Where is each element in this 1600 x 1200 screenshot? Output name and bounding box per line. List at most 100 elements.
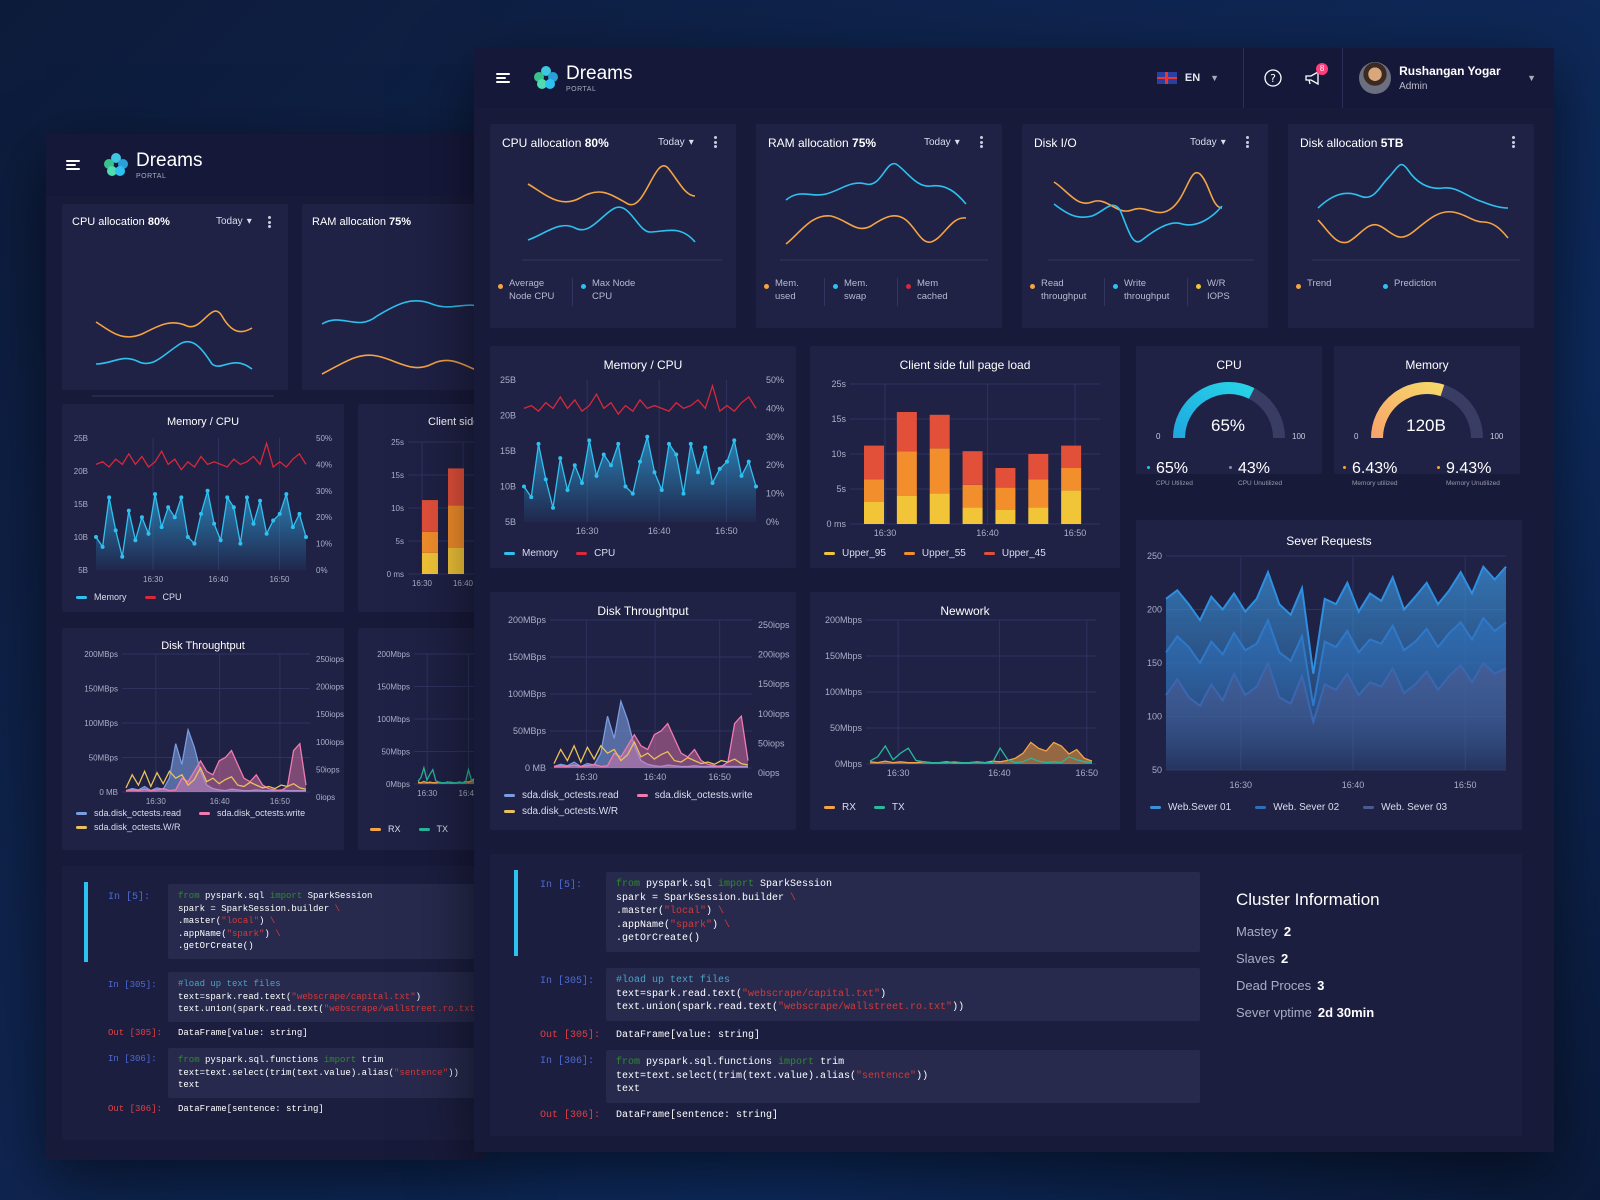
cpu-gauge-card: CPU 65% 0 100 65% CPU Utilized 43% CPU Unu… [1136, 346, 1322, 487]
legend: Trend Prediction [1296, 278, 1463, 306]
series-line [125, 742, 307, 792]
y-tick-label: 0% [766, 517, 779, 527]
x-tick-label: 16:40 [210, 797, 231, 806]
cpu-allocation-card: CPU allocation 80% Today ▾ [62, 204, 288, 397]
bar-segment [929, 414, 950, 449]
data-point [238, 541, 243, 546]
range-dropdown[interactable]: Today ▾ [658, 137, 694, 148]
card-title: Sever Requests [1286, 534, 1372, 548]
page-load-card: Client side full page load 25s 15s 10s 5s 0 … [810, 346, 1120, 568]
legend-label: Mem. used [775, 278, 799, 302]
network-card-back: 200Mbps 150Mbps 100Mbps 50Mbps 0Mbps 16:30 16:… [358, 628, 486, 850]
range-dropdown[interactable]: Today ▾ [216, 216, 252, 227]
bar-segment [1028, 479, 1049, 508]
card-title: Disk allocation [1300, 136, 1381, 150]
menu-icon[interactable] [496, 73, 510, 83]
kebab-menu-icon[interactable] [980, 136, 983, 148]
range-dropdown[interactable]: Today ▾ [924, 137, 960, 148]
code-cell-3[interactable]: from pyspark.sql.functions import trim t… [168, 1048, 486, 1098]
chevron-down-icon: ▼ [1210, 73, 1220, 83]
y-tick-label: 5s [836, 484, 846, 494]
user-menu[interactable]: Rushangan Yogar Admin ▼ [1343, 62, 1554, 94]
data-point [139, 515, 144, 520]
cpu-gauge [1173, 382, 1285, 439]
x-tick-label: 16:30 [417, 789, 438, 798]
data-point [244, 495, 249, 500]
legend-wr: sda.disk_octests.W/R [76, 822, 181, 832]
brand-name: Dreams [136, 149, 203, 171]
gauge-max: 100 [1292, 432, 1306, 441]
range-dropdown[interactable]: Today ▾ [1190, 137, 1226, 148]
user-name: Rushangan Yogar [1399, 64, 1501, 78]
x-tick-label: 16:40 [459, 789, 480, 798]
card-title: Disk Throughtput [597, 604, 689, 618]
y-tick-label: 100iops [316, 738, 344, 747]
data-point [199, 511, 203, 516]
series-line-max [527, 206, 696, 243]
series-line-max [95, 340, 253, 370]
svg-text:?: ? [1270, 72, 1276, 85]
language-selector[interactable]: EN ▼ [1133, 72, 1243, 84]
disk-throughput-card-back: Disk Throughtput 200MBps 150MBps 100MBps 50… [62, 628, 344, 850]
header: Dreams PORTAL [46, 134, 486, 196]
data-point [258, 498, 263, 503]
data-point [674, 452, 679, 457]
kebab-menu-icon[interactable] [1246, 136, 1249, 148]
y-tick-label: 10% [766, 489, 784, 499]
y-tick-label: 150iops [758, 679, 790, 689]
ram-allocation-card: RAM allocation 75% Today ▾ Mem. used Mem.… [756, 124, 1002, 328]
data-point [551, 505, 555, 510]
y-tick-label: 200Mbps [377, 650, 410, 659]
kebab-menu-icon[interactable] [714, 136, 717, 148]
ram-allocation-card: RAM allocation 75% [302, 204, 486, 390]
gauge-min: 0 [1156, 432, 1161, 441]
help-icon[interactable]: ? [1264, 69, 1282, 87]
legend-server-2: Web. Sever 02 [1255, 802, 1339, 813]
data-point [225, 495, 230, 500]
series-line [125, 766, 307, 790]
cluster-row-slaves: Slaves 2 [1236, 951, 1289, 966]
data-point [659, 488, 664, 493]
y-tick-label: 20B [500, 411, 516, 421]
card-title: Client side full page load [428, 416, 486, 428]
y-tick-label: 5B [505, 517, 516, 527]
data-point [271, 518, 276, 523]
memory-cpu-card: Memory / CPU 25B 20B 15B 10B 5B 50% 40% 30% 20% 1… [490, 346, 796, 568]
cell-prompt: In [5]: [108, 892, 151, 903]
kebab-menu-icon[interactable] [1512, 136, 1515, 148]
code-cell-2[interactable]: #load up text files text=spark.read.text… [606, 968, 1200, 1021]
code-cell-3[interactable]: from pyspark.sql.functions import trim t… [606, 1050, 1200, 1103]
series-line-prediction [1317, 163, 1509, 209]
legend-label: Trend [1307, 278, 1332, 289]
gauge-min: 0 [1354, 432, 1359, 441]
active-cell-indicator [84, 882, 88, 962]
bar-segment [448, 468, 464, 506]
card-title: Memory [1405, 358, 1449, 372]
code-cell-1[interactable]: from pyspark.sql import SparkSession spa… [168, 884, 486, 959]
data-point [179, 495, 184, 500]
series-line [417, 765, 486, 784]
y-tick-label: 50iops [758, 738, 785, 748]
brand-sub: PORTAL [566, 85, 597, 93]
megaphone-icon[interactable]: 8 [1304, 63, 1329, 87]
data-point [277, 511, 282, 516]
bar-segment [422, 531, 438, 553]
data-point [100, 544, 105, 549]
y-tick-label: 200MBps [84, 650, 118, 659]
legend-rx: RX [824, 802, 856, 813]
code-cell-2[interactable]: #load up text files text=spark.read.text… [168, 972, 486, 1022]
y-tick-label: 200 [1147, 605, 1162, 615]
legend-label: Max Node CPU [592, 278, 636, 302]
data-point [205, 488, 210, 493]
bar-segment [962, 484, 983, 508]
code-cell-1[interactable]: from pyspark.sql import SparkSession spa… [606, 872, 1200, 952]
card-title: CPU allocation [502, 136, 585, 150]
menu-icon[interactable] [66, 160, 80, 170]
series-line-avg [95, 310, 253, 338]
card-title-value: 5TB [1380, 136, 1404, 150]
kebab-menu-icon[interactable] [268, 216, 271, 228]
x-tick-label: 16:30 [575, 772, 598, 782]
cell-prompt: In [305]: [540, 976, 595, 987]
bar-segment [1061, 490, 1082, 524]
